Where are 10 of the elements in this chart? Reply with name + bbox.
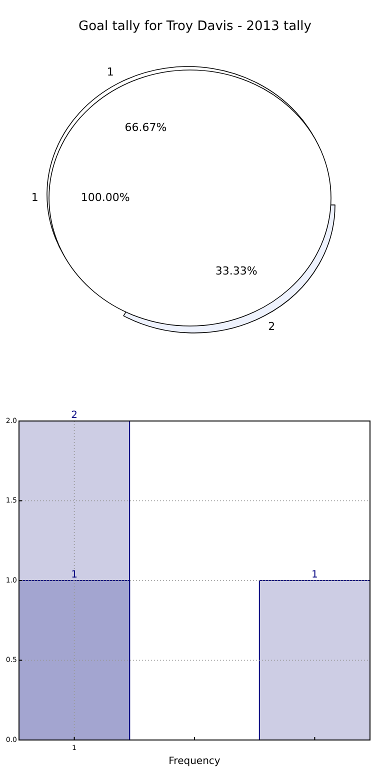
- slice-label: 1: [31, 191, 38, 204]
- x-axis-title: Frequency: [168, 756, 220, 767]
- slice-label: 2: [268, 320, 276, 333]
- data-label: 66.67%: [124, 121, 167, 134]
- data-label: 2: [71, 410, 78, 421]
- data-label: 33.33%: [215, 264, 258, 278]
- slice-label: 1: [106, 66, 114, 79]
- data-label: 100.00%: [80, 191, 130, 204]
- data-label: 1: [312, 570, 318, 580]
- chart-title: Goal tally for Troy Davis - 2013 tally: [78, 19, 312, 34]
